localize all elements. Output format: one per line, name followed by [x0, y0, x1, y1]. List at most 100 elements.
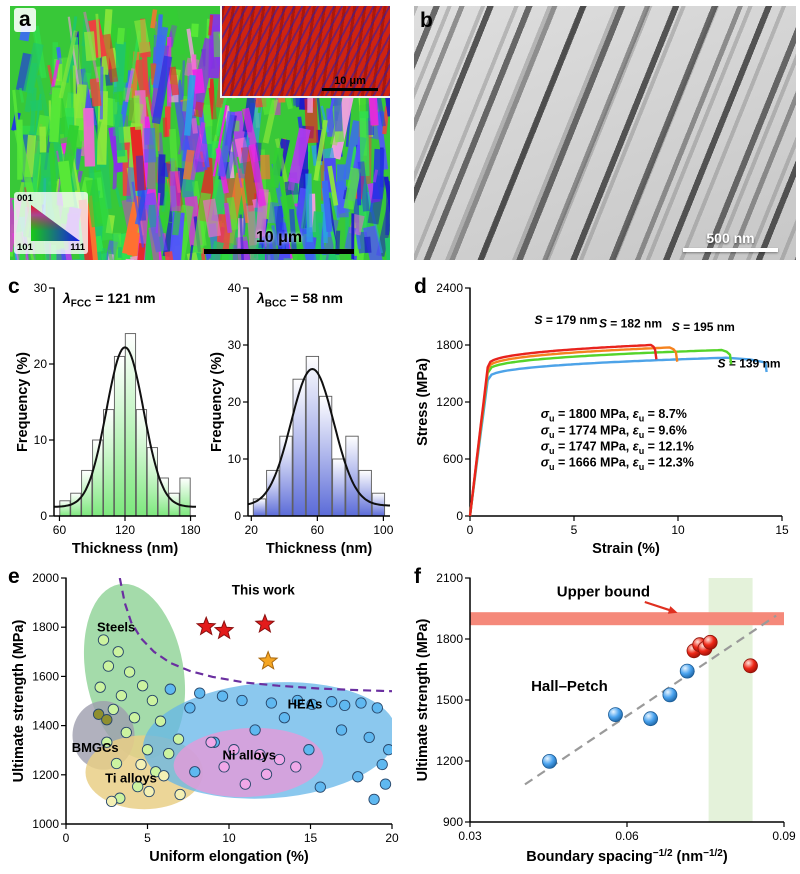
inset-scalebar-label: 10 μm: [334, 75, 366, 87]
data-point: [265, 697, 278, 709]
data-point: [371, 702, 383, 714]
svg-text:Frequency (%): Frequency (%): [209, 352, 225, 452]
data-point: [97, 634, 110, 646]
upper-bound-band: [470, 612, 784, 626]
svg-text:60: 60: [53, 523, 67, 537]
svg-text:Thickness (nm): Thickness (nm): [72, 541, 179, 557]
data-point: [368, 793, 380, 806]
strength-elongation-chart: Steels BMGCs Ti alloys HEAs Ni alloys This wo…: [11, 571, 399, 865]
svg-text:1400: 1400: [32, 719, 59, 733]
data-point: [239, 778, 251, 790]
histogram-bar: [157, 477, 169, 517]
svg-text:40: 40: [228, 281, 242, 295]
svg-text:30: 30: [34, 281, 48, 295]
data-point: [110, 757, 123, 770]
data-point: [141, 744, 154, 756]
histogram-bar: [332, 458, 346, 517]
svg-text:10: 10: [671, 523, 685, 537]
data-point: [164, 683, 176, 695]
svg-text:20: 20: [228, 395, 242, 409]
data-point: [376, 758, 388, 771]
svg-text:60: 60: [311, 523, 325, 537]
ipf-color-key: 001 101 111: [14, 192, 88, 254]
ipf-label-111: 111: [70, 242, 85, 253]
data-point: [290, 761, 302, 773]
svg-text:σu = 1800 MPa, εu = 8.7%: σu = 1800 MPa, εu = 8.7%: [541, 407, 687, 424]
panel-e-label: e: [8, 565, 20, 588]
data-point: [218, 761, 230, 773]
svg-text:σu = 1747 MPa, εu = 12.1%: σu = 1747 MPa, εu = 12.1%: [541, 439, 694, 456]
svg-text:0: 0: [40, 509, 47, 523]
data-point: [260, 768, 273, 780]
svg-text:30: 30: [228, 338, 242, 352]
svg-text:120: 120: [115, 523, 135, 537]
sem-image: [414, 6, 796, 260]
scalebar-b-label: 500 nm: [706, 230, 755, 246]
svg-text:20: 20: [34, 357, 48, 371]
data-point: [228, 744, 240, 756]
svg-text:S = 179 nm: S = 179 nm: [534, 313, 597, 327]
data-point: [643, 711, 659, 727]
data-point: [174, 788, 186, 801]
svg-text:Thickness (nm): Thickness (nm): [266, 541, 373, 557]
svg-text:Upper bound: Upper bound: [557, 583, 650, 600]
svg-text:100: 100: [373, 523, 393, 537]
svg-text:Boundary spacing−1/2 (nm−1/2): Boundary spacing−1/2 (nm−1/2): [526, 848, 728, 865]
data-point: [132, 780, 144, 793]
data-point: [278, 712, 291, 724]
data-point: [608, 707, 623, 723]
data-point: [146, 694, 159, 707]
svg-text:S = 182 nm: S = 182 nm: [599, 316, 662, 330]
svg-text:1200: 1200: [436, 754, 463, 768]
svg-text:Frequency (%): Frequency (%): [15, 352, 31, 452]
histogram-bar: [146, 447, 158, 517]
svg-text:Stress (MPa): Stress (MPa): [415, 358, 431, 446]
svg-text:600: 600: [443, 452, 463, 466]
ipf-label-101: 101: [17, 242, 33, 253]
panel-b: 500 nm b: [414, 6, 796, 260]
svg-text:1200: 1200: [32, 768, 59, 782]
data-point: [123, 666, 136, 678]
svg-text:1600: 1600: [32, 669, 59, 683]
svg-text:180: 180: [181, 523, 201, 537]
stress-strain-curve: [468, 348, 733, 517]
data-point: [107, 703, 119, 716]
svg-text:0.06: 0.06: [615, 829, 639, 843]
svg-text:1500: 1500: [436, 693, 463, 707]
data-point: [194, 687, 206, 699]
panel-f: f Upper bound Hall–Petch 0.03 0.06 0.09 900 12…: [404, 566, 798, 872]
histogram-bar: [124, 333, 137, 517]
svg-text:2400: 2400: [436, 281, 463, 295]
svg-text:20: 20: [245, 523, 259, 537]
data-point: [702, 634, 718, 650]
svg-text:S = 139 nm: S = 139 nm: [718, 356, 781, 370]
data-point: [120, 726, 132, 739]
data-point: [339, 699, 351, 712]
svg-text:σu = 1774 MPa, εu = 9.6%: σu = 1774 MPa, εu = 9.6%: [541, 423, 687, 440]
svg-text:2100: 2100: [436, 571, 463, 585]
data-point: [128, 712, 141, 724]
panel-b-label: b: [420, 9, 433, 32]
svg-text:2000: 2000: [32, 571, 59, 585]
svg-text:1200: 1200: [436, 395, 463, 409]
data-point: [163, 747, 175, 760]
svg-text:1000: 1000: [32, 817, 59, 831]
svg-text:This work: This work: [232, 583, 296, 598]
panel-c: c 60 120 180 0 10 20 30 Thickness (nm) Frequency…: [8, 276, 400, 564]
star-marker: [195, 615, 217, 636]
data-point: [542, 753, 557, 769]
data-point: [335, 724, 348, 736]
data-point: [383, 744, 392, 756]
inset-scalebar-line: [322, 88, 378, 91]
svg-text:λBCC = 58 nm: λBCC = 58 nm: [256, 290, 343, 310]
svg-text:Strain (%): Strain (%): [592, 541, 660, 557]
svg-text:15: 15: [775, 523, 789, 537]
svg-text:0: 0: [467, 523, 474, 537]
histogram-bar: [358, 469, 372, 517]
svg-text:Ultimate strength (MPa): Ultimate strength (MPa): [11, 619, 27, 782]
fit-curve: [247, 367, 390, 507]
scalebar-a-line: [204, 249, 354, 254]
data-point: [172, 733, 185, 745]
histogram-bar: [59, 500, 71, 517]
